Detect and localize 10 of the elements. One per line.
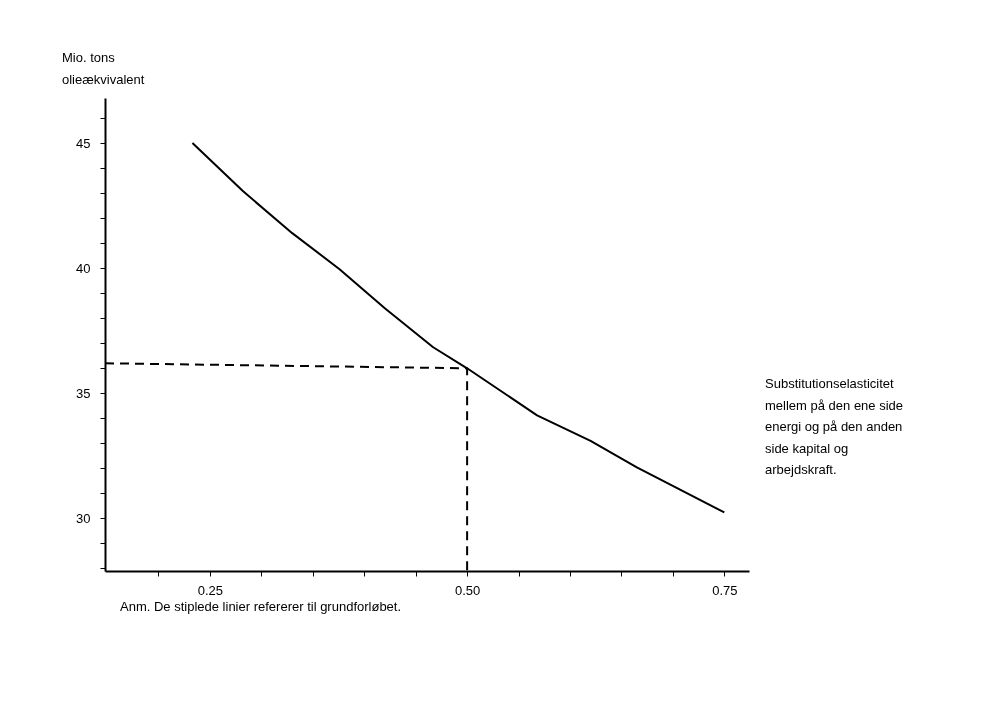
y-axis-title: Mio. tons olieækvivalent <box>62 50 145 87</box>
y-tick-label: 45 <box>76 135 91 151</box>
x-tick-label: 0.25 <box>197 582 224 598</box>
y-tick-label: 35 <box>76 385 91 401</box>
x-tick-label: 0.50 <box>454 582 481 598</box>
x-tick-label: 0.75 <box>712 582 738 598</box>
x-axis-title: Substitutionselasticitet mellem på den ene side energi og på den anden side kapital og arbejdskraft. <box>765 376 904 477</box>
y-tick-label: 30 <box>76 510 91 526</box>
text: Anm. De stiplede linier refererer til grundforløbet. <box>120 599 402 614</box>
y-tick-label: 40 <box>76 260 91 276</box>
